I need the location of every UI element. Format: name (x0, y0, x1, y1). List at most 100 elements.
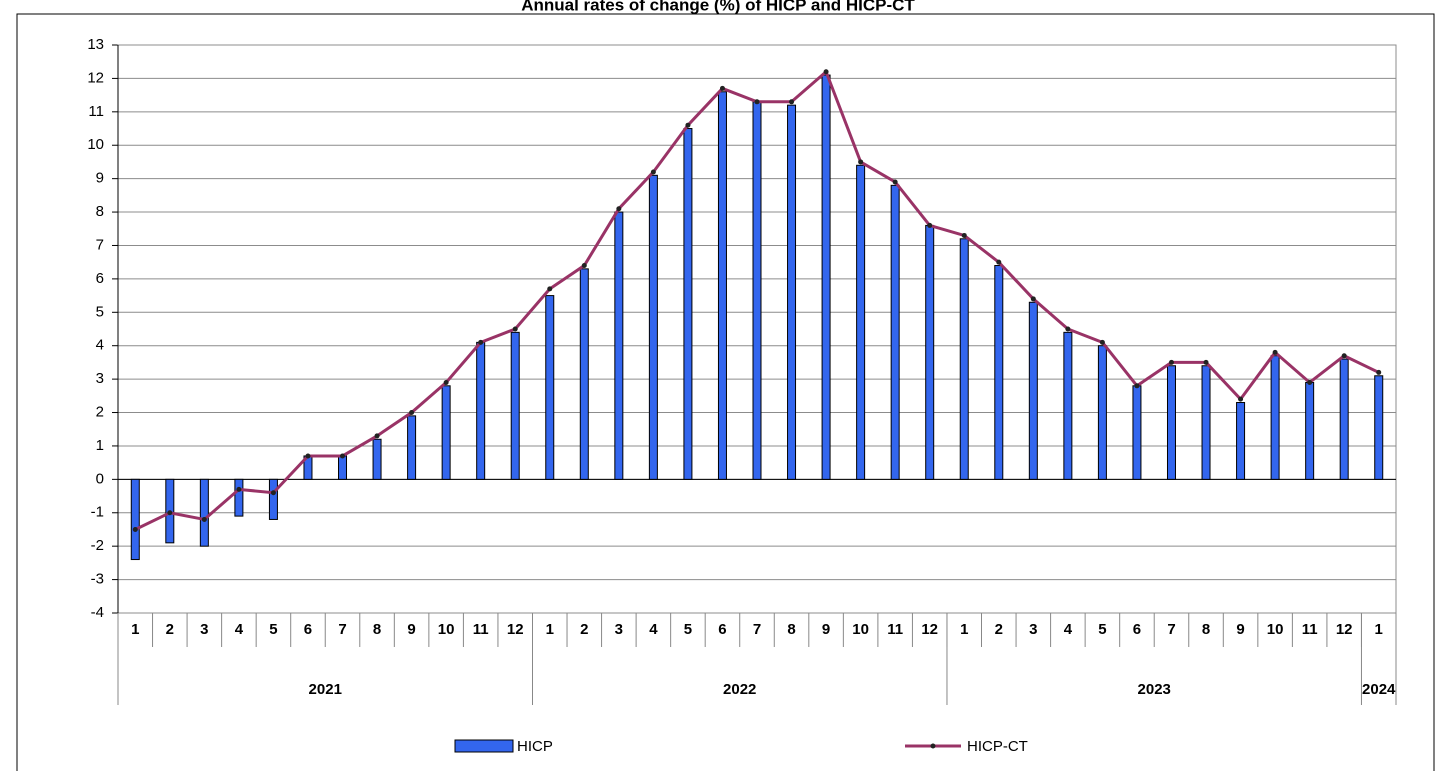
x-tick-label: 9 (407, 621, 415, 638)
line-marker (547, 286, 553, 292)
bar (407, 415, 417, 480)
x-tick-label: 12 (1336, 621, 1353, 638)
line-marker (443, 379, 449, 385)
x-tick-label: 1 (1375, 621, 1383, 638)
line-marker (789, 99, 795, 105)
bar (648, 174, 658, 480)
bar (614, 211, 624, 480)
bar (372, 438, 382, 480)
y-tick-label: 7 (96, 236, 104, 253)
y-tick-label: 4 (96, 337, 104, 354)
y-tick-label: 12 (87, 69, 104, 86)
line-marker (1134, 383, 1140, 389)
bar (1097, 345, 1107, 480)
line-marker (167, 510, 173, 516)
line-marker (1065, 326, 1071, 332)
line-marker (1203, 359, 1209, 365)
bar (199, 478, 209, 547)
bar (1305, 381, 1315, 480)
line-marker (719, 85, 725, 91)
y-tick-label: 1 (96, 437, 104, 454)
bar (821, 74, 831, 480)
bar (1270, 355, 1280, 480)
bar (752, 101, 762, 480)
line-marker (823, 69, 829, 75)
x-tick-label: 2 (995, 621, 1003, 638)
line-marker (201, 516, 207, 522)
line-marker (409, 410, 415, 416)
legend-swatch (454, 739, 514, 753)
x-tick-label: 11 (473, 621, 489, 638)
y-tick-label: 3 (96, 370, 104, 387)
x-group-label: 2022 (723, 681, 756, 698)
bar (683, 128, 693, 480)
line-marker (512, 326, 518, 332)
line-marker (685, 122, 691, 128)
x-tick-label: 12 (921, 621, 938, 638)
line-marker (996, 259, 1002, 265)
bar (268, 478, 278, 520)
y-tick-label: 2 (96, 403, 104, 420)
bar (510, 331, 520, 480)
line-marker (132, 526, 138, 532)
bar (856, 164, 866, 480)
bar (579, 268, 589, 480)
x-tick-label: 5 (1098, 621, 1106, 638)
x-tick-label: 4 (1064, 621, 1073, 638)
bar (441, 385, 451, 480)
line-marker (1341, 353, 1347, 359)
bar (1339, 358, 1349, 480)
y-tick-label: -2 (91, 537, 104, 554)
line-marker (892, 179, 898, 185)
line-marker (1376, 369, 1382, 375)
y-tick-label: -4 (91, 604, 104, 621)
bar (234, 478, 244, 517)
y-tick-label: 9 (96, 170, 104, 187)
x-tick-label: 1 (546, 621, 554, 638)
line-marker (858, 159, 864, 165)
line-marker (1099, 339, 1105, 345)
bar (925, 224, 935, 480)
line-marker (1030, 296, 1036, 302)
x-tick-label: 6 (304, 621, 312, 638)
bar (1374, 375, 1384, 480)
x-group-label: 2021 (309, 681, 342, 698)
line-marker (374, 433, 380, 439)
x-tick-label: 10 (438, 621, 455, 638)
x-group-label: 2024 (1362, 681, 1396, 698)
x-tick-label: 2 (166, 621, 174, 638)
legend-label: HICP-CT (967, 738, 1028, 755)
line-marker (1307, 379, 1313, 385)
bar (959, 238, 969, 480)
bar (717, 91, 727, 480)
y-tick-label: -3 (91, 571, 104, 588)
bar (994, 265, 1004, 480)
x-tick-label: 3 (615, 621, 623, 638)
y-tick-label: 5 (96, 303, 104, 320)
x-tick-label: 5 (684, 621, 692, 638)
line-marker (927, 222, 933, 228)
x-tick-label: 8 (787, 621, 795, 638)
x-tick-label: 8 (1202, 621, 1210, 638)
x-tick-label: 8 (373, 621, 381, 638)
line-marker (754, 99, 760, 105)
chart-title: Annual rates of change (%) of HICP and H… (521, 0, 915, 14)
bar (130, 478, 140, 561)
x-tick-label: 9 (822, 621, 830, 638)
line-marker (236, 486, 242, 492)
x-tick-label: 3 (200, 621, 208, 638)
bar (1236, 402, 1246, 480)
line-marker (270, 490, 276, 496)
bar (890, 184, 900, 480)
chart-border (16, 13, 1435, 776)
x-tick-label: 6 (718, 621, 726, 638)
x-tick-label: 3 (1029, 621, 1037, 638)
x-tick-label: 7 (338, 621, 346, 638)
x-tick-label: 2 (580, 621, 588, 638)
y-tick-label: 6 (96, 270, 104, 287)
x-tick-label: 11 (887, 621, 903, 638)
line-marker (478, 339, 484, 345)
y-tick-label: 0 (96, 470, 104, 487)
x-tick-label: 1 (131, 621, 139, 638)
